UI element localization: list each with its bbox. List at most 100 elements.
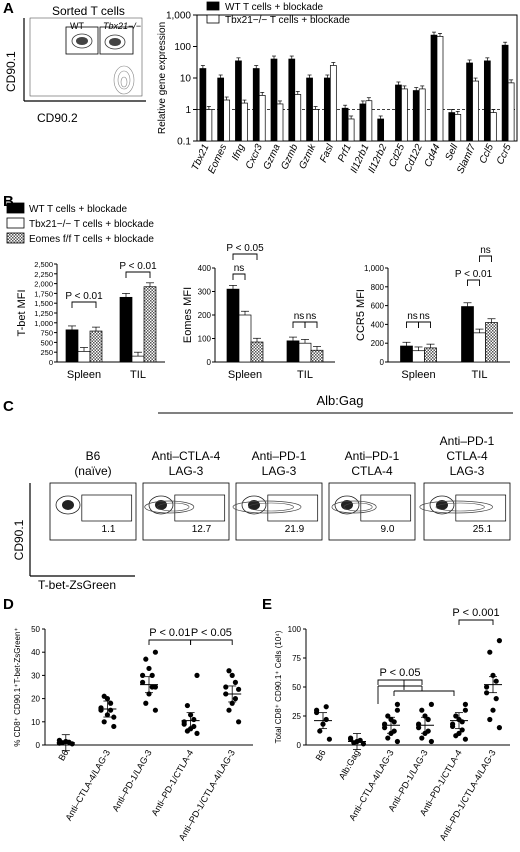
bar bbox=[310, 349, 324, 363]
gate bbox=[360, 494, 412, 522]
data-point bbox=[419, 707, 425, 713]
bar bbox=[199, 68, 207, 142]
condition-label: Anti–PD-1 bbox=[345, 449, 400, 463]
legend-label: WT T cells + blockade bbox=[225, 2, 324, 13]
bar bbox=[401, 88, 408, 142]
y-axis-label: Relative gene expression bbox=[157, 22, 168, 134]
y-tick-label: 40 bbox=[31, 648, 40, 657]
bar bbox=[485, 322, 498, 363]
contour-core bbox=[155, 500, 167, 510]
significance-label: P < 0.01 bbox=[65, 291, 103, 302]
significance-bracket bbox=[232, 253, 258, 260]
significance-label: P < 0.001 bbox=[452, 607, 499, 619]
significance-bracket bbox=[71, 301, 97, 308]
data-point bbox=[394, 701, 400, 708]
y-tick-label: 0 bbox=[297, 741, 302, 750]
data-point bbox=[493, 678, 499, 684]
data-point bbox=[326, 736, 332, 742]
data-point bbox=[348, 735, 354, 741]
y-tick-label: 1,750 bbox=[34, 289, 53, 298]
y-tick-label: 0 bbox=[36, 741, 41, 750]
data-point bbox=[317, 728, 323, 734]
category-label: Spleen bbox=[67, 369, 101, 381]
bar bbox=[473, 332, 486, 363]
condition-label: LAG-3 bbox=[169, 464, 204, 478]
category-label: Anti–PD-1/LAG-3 bbox=[110, 748, 153, 813]
data-point bbox=[425, 716, 431, 723]
data-point bbox=[462, 707, 468, 713]
condition-label: CTLA-4 bbox=[446, 449, 488, 463]
category-label: Ccr5 bbox=[495, 142, 514, 166]
legend-swatch bbox=[6, 217, 25, 229]
data-point bbox=[98, 705, 104, 711]
y-tick-label: 800 bbox=[371, 283, 385, 292]
significance-label: ns bbox=[294, 311, 305, 322]
data-point bbox=[140, 679, 146, 685]
bar bbox=[359, 103, 367, 142]
category-label: Ccl5 bbox=[478, 142, 497, 165]
gate bbox=[267, 494, 319, 522]
category-label: TIL bbox=[297, 369, 313, 381]
data-point bbox=[232, 679, 238, 685]
bar bbox=[424, 347, 437, 363]
contour-tail bbox=[157, 502, 190, 512]
data-point bbox=[323, 704, 329, 710]
bar bbox=[347, 118, 355, 142]
data-point bbox=[428, 738, 434, 745]
category-label: Ifng bbox=[230, 142, 247, 162]
bar bbox=[489, 112, 497, 142]
data-point bbox=[394, 707, 400, 713]
bar bbox=[377, 118, 385, 142]
chart-d: 0 10 20 30 40 50 % CD8⁺ CD90.1⁺T-bet-ZsGreen⁺ B… bbox=[13, 625, 253, 842]
bar bbox=[472, 80, 479, 142]
data-point bbox=[493, 696, 499, 702]
category-label: TIL bbox=[472, 369, 488, 381]
bar bbox=[238, 314, 252, 363]
bar bbox=[306, 77, 313, 142]
condition-label: B6 bbox=[86, 449, 101, 463]
y-tick-label: 1,000 bbox=[364, 264, 385, 273]
data-point bbox=[357, 737, 363, 743]
data-point bbox=[487, 716, 493, 723]
data-point bbox=[236, 686, 242, 692]
data-point bbox=[236, 719, 242, 725]
bar bbox=[461, 306, 474, 363]
data-point bbox=[416, 721, 422, 727]
gate-ko-label: Tbx21−/− bbox=[103, 21, 142, 31]
y-tick-label: 200 bbox=[198, 311, 212, 320]
bar bbox=[235, 60, 242, 142]
contour bbox=[241, 495, 267, 515]
bar bbox=[223, 99, 231, 142]
significance-bracket bbox=[479, 255, 492, 262]
significance-label: ns bbox=[419, 311, 430, 322]
y-tick-label: 30 bbox=[31, 671, 40, 680]
bar bbox=[454, 114, 462, 142]
y-tick-label: 300 bbox=[198, 288, 212, 297]
significance-label: ns bbox=[480, 245, 491, 256]
significance-bracket bbox=[377, 685, 422, 704]
y-tick-label: 75 bbox=[292, 654, 301, 663]
gate bbox=[455, 494, 507, 522]
data-point bbox=[140, 672, 146, 679]
flow-xlabel: CD90.2 bbox=[37, 111, 78, 125]
data-point bbox=[462, 701, 468, 708]
panel-label-c: C bbox=[3, 398, 14, 415]
data-point bbox=[232, 696, 238, 702]
y-tick-label: 250 bbox=[40, 348, 53, 357]
contour-tail bbox=[232, 500, 302, 514]
data-point bbox=[394, 738, 400, 745]
flow-panel-c: Alb:GagB6(naïve)1.1Anti–CTLA-4LAG-312.7A… bbox=[12, 393, 513, 592]
flow-plot bbox=[423, 482, 511, 541]
y-tick-label: 10 bbox=[31, 718, 40, 727]
data-point bbox=[385, 735, 391, 741]
y-tick-label: 400 bbox=[198, 264, 212, 273]
contour-tail bbox=[419, 500, 493, 514]
legend-label: Eomes f/f T cells + blockade bbox=[29, 234, 154, 245]
category-label: Cd44 bbox=[423, 142, 443, 169]
data-point bbox=[146, 665, 152, 672]
data-point bbox=[191, 723, 197, 730]
category-label: Sell bbox=[443, 142, 460, 162]
y-axis-label: Eomes MFI bbox=[182, 287, 194, 343]
bar bbox=[217, 77, 225, 142]
bar bbox=[341, 107, 349, 142]
